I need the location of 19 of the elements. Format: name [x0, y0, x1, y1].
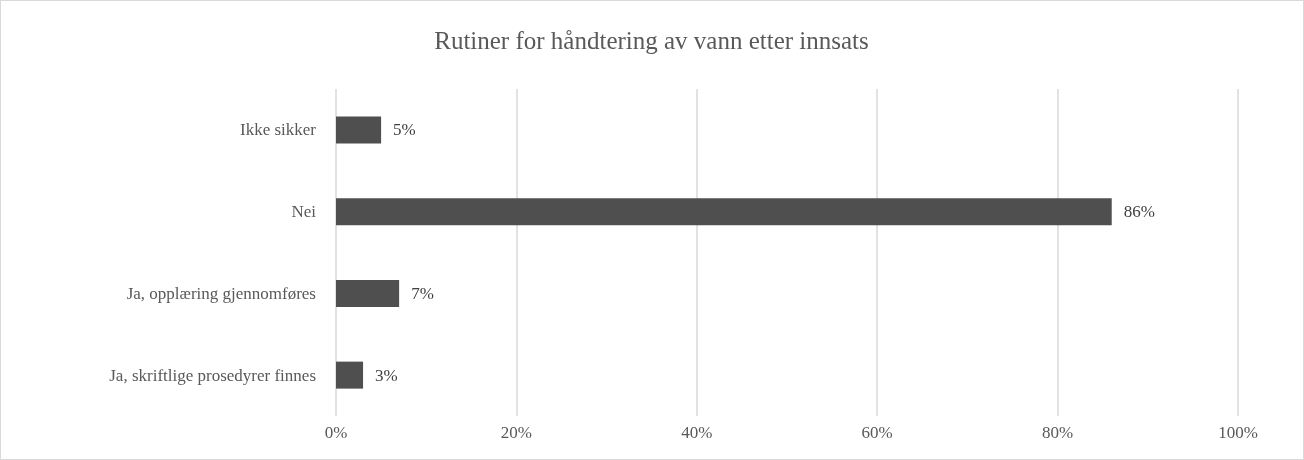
x-tick-label: 100%: [1218, 423, 1258, 442]
bar: [336, 279, 400, 307]
data-label: 3%: [375, 365, 398, 385]
x-tick-label: 0%: [324, 423, 348, 442]
data-label: 86%: [1123, 202, 1155, 222]
data-label: 5%: [393, 120, 416, 140]
data-label: 7%: [411, 283, 434, 303]
y-tick-label: Ja, skriftlige prosedyrer finnes: [109, 365, 316, 385]
x-tick-label: 80%: [1042, 423, 1074, 442]
bar: [336, 361, 364, 389]
bar: [336, 116, 382, 144]
y-tick-label: Ja, opplæring gjennomføres: [126, 283, 316, 303]
y-tick-label: Nei: [291, 202, 317, 222]
y-tick-label: Ikke sikker: [239, 120, 317, 140]
x-tick-label: 20%: [500, 423, 532, 442]
x-tick-label: 40%: [681, 423, 713, 442]
chart-title: Rutiner for håndtering av vann etter innsats: [434, 27, 869, 54]
bar: [336, 198, 1112, 226]
x-tick-label: 60%: [861, 423, 893, 442]
